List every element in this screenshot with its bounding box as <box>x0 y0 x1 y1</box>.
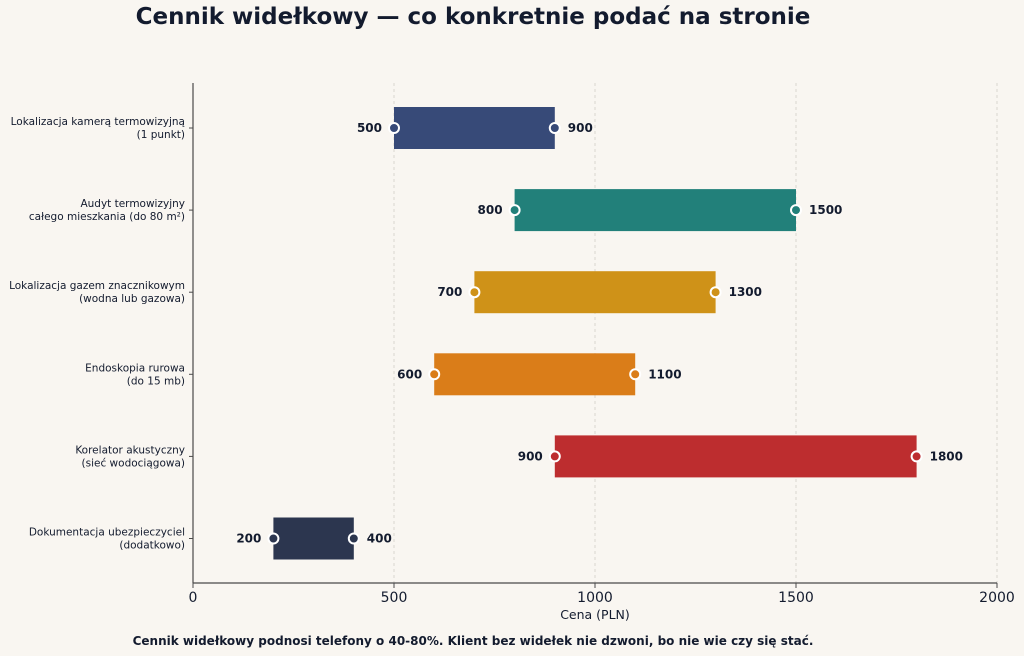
category-label-line: Korelator akustyczny <box>75 444 185 456</box>
max-value-label: 1800 <box>930 449 963 463</box>
category-label: Endoskopia rurowa (do 15 mb) <box>85 362 185 387</box>
max-value-label: 1500 <box>809 203 842 217</box>
range-bar <box>273 517 354 560</box>
range-endpoint <box>428 368 441 381</box>
chart-title: Cennik widełkowy — co konkretnie podać n… <box>135 4 811 30</box>
min-value-label: 200 <box>236 532 261 546</box>
min-value-label: 500 <box>357 121 382 135</box>
category-label: Korelator akustyczny (sieć wodociągowa) <box>75 444 185 469</box>
range-endpoint <box>388 122 400 134</box>
range-endpoint <box>468 286 481 299</box>
category-label: Audyt termowizyjny całego mieszkania (do … <box>29 198 185 223</box>
category-label: Lokalizacja kamerą termowizyjną (1 punkt) <box>11 116 185 141</box>
axes: 0 500 1000 1500 2000 Lokalizacja kamerą termo… <box>9 83 1015 606</box>
x-tick-label: 2000 <box>979 590 1015 606</box>
category-label-line: (wodna lub gazowa) <box>79 293 185 305</box>
category-label-line: całego mieszkania (do 80 m²) <box>29 211 185 223</box>
category-label-line: (dodatkowo) <box>119 540 185 552</box>
min-value-label: 600 <box>397 367 422 381</box>
range-endpoint <box>629 368 642 381</box>
category-label-line: Lokalizacja gazem znacznikowym <box>9 280 185 292</box>
category-label-line: Dokumentacja ubezpieczyciel <box>29 527 185 539</box>
max-value-label: 900 <box>568 121 593 135</box>
chart-footnote: Cennik widełkowy podnosi telefony o 40-8… <box>132 634 814 648</box>
min-value-label: 900 <box>518 449 543 463</box>
range-endpoint <box>548 122 561 134</box>
category-label-line: (do 15 mb) <box>127 375 185 387</box>
range-endpoint <box>548 450 561 463</box>
range-bar <box>434 353 636 396</box>
range-bars: 500 900 800 1500 700 1300 600 1100 900 1800 200 400 <box>236 107 963 560</box>
category-label: Lokalizacja gazem znacznikowym (wodna lub… <box>9 280 185 305</box>
category-label: Dokumentacja ubezpieczyciel (dodatkowo) <box>29 527 185 552</box>
grid-lines <box>393 83 998 583</box>
range-bar <box>474 271 716 314</box>
range-bar <box>514 189 796 232</box>
min-value-label: 700 <box>437 285 462 299</box>
category-label-line: (1 punkt) <box>137 129 185 141</box>
x-axis-title: Cena (PLN) <box>560 607 630 622</box>
x-tick-label: 500 <box>381 590 408 606</box>
category-label-line: (sieć wodociągowa) <box>82 457 186 469</box>
x-tick-label: 0 <box>189 590 198 606</box>
max-value-label: 1300 <box>729 285 762 299</box>
x-tick-label: 1500 <box>778 590 814 606</box>
category-label-line: Audyt termowizyjny <box>80 198 185 210</box>
max-value-label: 400 <box>367 532 392 546</box>
range-endpoint <box>347 532 360 545</box>
category-label-line: Endoskopia rurowa <box>85 362 185 374</box>
range-bar <box>554 435 917 478</box>
x-tick-label: 1000 <box>577 590 613 606</box>
category-label-line: Lokalizacja kamerą termowizyjną <box>11 116 185 128</box>
range-bar <box>394 107 555 149</box>
range-endpoint <box>508 204 521 217</box>
range-endpoint <box>910 450 923 463</box>
range-endpoint <box>709 286 722 299</box>
min-value-label: 800 <box>478 203 503 217</box>
max-value-label: 1100 <box>648 367 681 381</box>
range-endpoint <box>267 532 280 545</box>
range-endpoint <box>790 204 802 217</box>
